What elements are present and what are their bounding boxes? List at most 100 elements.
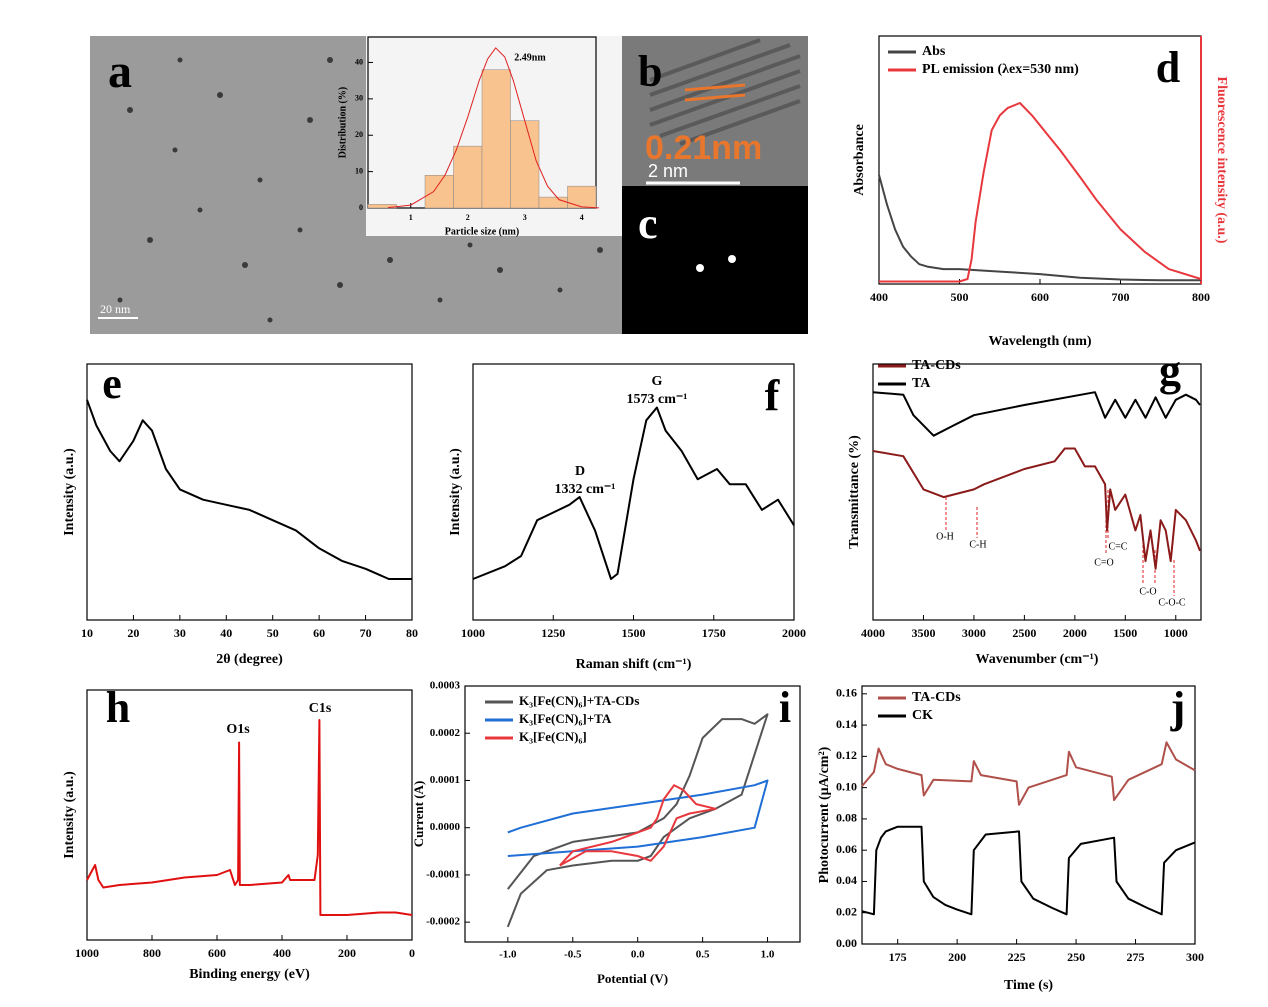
panel-label: i <box>779 683 791 732</box>
plot-frame <box>86 689 413 941</box>
x-tick-label: 1250 <box>541 626 565 640</box>
x-tick-label: 4 <box>580 213 584 222</box>
y-axis-label: Intensity (a.u.) <box>62 448 77 536</box>
x-tick-label: 200 <box>948 950 966 964</box>
x-axis-label: Time (s) <box>1004 978 1053 993</box>
y-tick-label: -0.0002 <box>426 916 460 928</box>
y-tick-label: 0.04 <box>836 873 857 887</box>
x-tick-label: 50 <box>267 626 279 640</box>
x-tick-label: 1000 <box>75 946 99 960</box>
fit-curve <box>387 47 599 209</box>
y-axis-label: Distribution (%) <box>337 87 348 158</box>
panel-label: g <box>1159 346 1181 395</box>
nanoparticles <box>117 57 603 323</box>
legend-label: K₃[Fe(CN)₆]+TA <box>519 711 612 726</box>
histogram-bar <box>424 175 454 209</box>
y-axis-label: Transmittance (%) <box>847 435 862 549</box>
panel-label: a <box>108 45 132 98</box>
annotation: 1573 cm⁻¹ <box>627 392 688 407</box>
annotation: C1s <box>309 701 332 716</box>
annotation: C-O-C <box>1158 597 1186 608</box>
x-tick-label: 1500 <box>1113 626 1137 640</box>
y-tick-label: 10 <box>355 166 363 175</box>
x-tick-label: 1 <box>409 213 413 222</box>
y-axis-label: Intensity (a.u.) <box>62 771 77 859</box>
y-tick-label: 0.0000 <box>430 821 461 833</box>
x-tick-label: 3000 <box>962 626 986 640</box>
x-tick-label: 30 <box>174 626 186 640</box>
x-axis-label: Wavenumber (cm⁻¹) <box>976 652 1099 667</box>
y-tick-label: 0.16 <box>836 686 857 700</box>
y-tick-label: 20 <box>355 130 363 139</box>
annotation: O-H <box>936 531 954 542</box>
annotation: C-O <box>1139 586 1156 597</box>
x-axis-label: Raman shift (cm⁻¹) <box>576 657 692 672</box>
x-tick-label: 10 <box>81 626 93 640</box>
data-line <box>86 399 412 580</box>
y-tick-label: -0.0001 <box>426 868 460 880</box>
x-tick-label: 700 <box>1112 290 1130 304</box>
x-tick-label: 225 <box>1008 950 1026 964</box>
diffraction-spot <box>696 264 704 272</box>
data-line <box>872 391 1201 437</box>
panel-label: b <box>638 47 662 96</box>
y-tick-label: 40 <box>355 57 363 66</box>
y-tick-label: 0.0003 <box>430 680 461 692</box>
x-tick-label: 400 <box>870 290 888 304</box>
x-tick-label: 800 <box>143 946 161 960</box>
data-line <box>861 825 1196 916</box>
diffraction-spot <box>728 255 736 263</box>
saed-image <box>622 186 808 334</box>
y-tick-label: 0.14 <box>836 717 857 731</box>
data-line <box>559 784 717 867</box>
x-tick-label: -0.5 <box>564 949 582 961</box>
y-tick-label: 0.0001 <box>430 774 460 786</box>
x-tick-label: 40 <box>220 626 232 640</box>
annotation: 1332 cm⁻¹ <box>555 482 616 497</box>
histogram-bar <box>453 145 483 209</box>
panel-label: j <box>1170 683 1186 732</box>
x-tick-label: 600 <box>208 946 226 960</box>
y2-axis-label: Fluorescence intensity (a.u.) <box>1214 77 1229 244</box>
x-tick-label: 20 <box>127 626 139 640</box>
y-axis-label: Absorbance <box>852 124 867 196</box>
x-tick-label: 1000 <box>1164 626 1188 640</box>
y-tick-label: 0.12 <box>836 748 857 762</box>
x-axis-label: 2θ (degree) <box>216 652 283 667</box>
data-line <box>872 447 1201 570</box>
annotation: G <box>652 374 663 389</box>
x-tick-label: 300 <box>1186 950 1204 964</box>
x-tick-label: 1500 <box>622 626 646 640</box>
annotation: D <box>575 464 585 479</box>
y-tick-label: 0.10 <box>836 779 857 793</box>
plot-frame <box>861 685 1196 945</box>
annotation: O1s <box>226 722 250 737</box>
x-tick-label: 3 <box>523 213 527 222</box>
legend-label: K₃[Fe(CN)₆] <box>519 729 587 744</box>
legend-label: CK <box>912 708 933 723</box>
x-axis-label: Wavelength (nm) <box>988 334 1091 349</box>
x-tick-label: 1750 <box>702 626 726 640</box>
annotation: C-H <box>969 539 986 550</box>
x-tick-label: 800 <box>1192 290 1210 304</box>
y-tick-label: 0.0002 <box>430 727 461 739</box>
legend-label: TA-CDs <box>912 690 961 705</box>
histogram-bar <box>567 185 597 209</box>
x-tick-label: 500 <box>951 290 969 304</box>
panel-label: d <box>1156 43 1180 92</box>
x-tick-label: 2000 <box>782 626 806 640</box>
x-tick-label: 600 <box>1031 290 1049 304</box>
x-tick-label: 70 <box>360 626 372 640</box>
x-tick-label: 250 <box>1067 950 1085 964</box>
x-tick-label: 400 <box>273 946 291 960</box>
plot-frame <box>464 685 801 943</box>
legend-label: TA-CDs <box>912 358 961 373</box>
histogram-bar <box>538 196 568 209</box>
y-tick-label: 0 <box>359 203 363 212</box>
legend-label: PL emission (λex=530 nm) <box>922 62 1079 77</box>
annotation: C=C <box>1109 541 1128 552</box>
panel-label: h <box>106 683 130 732</box>
